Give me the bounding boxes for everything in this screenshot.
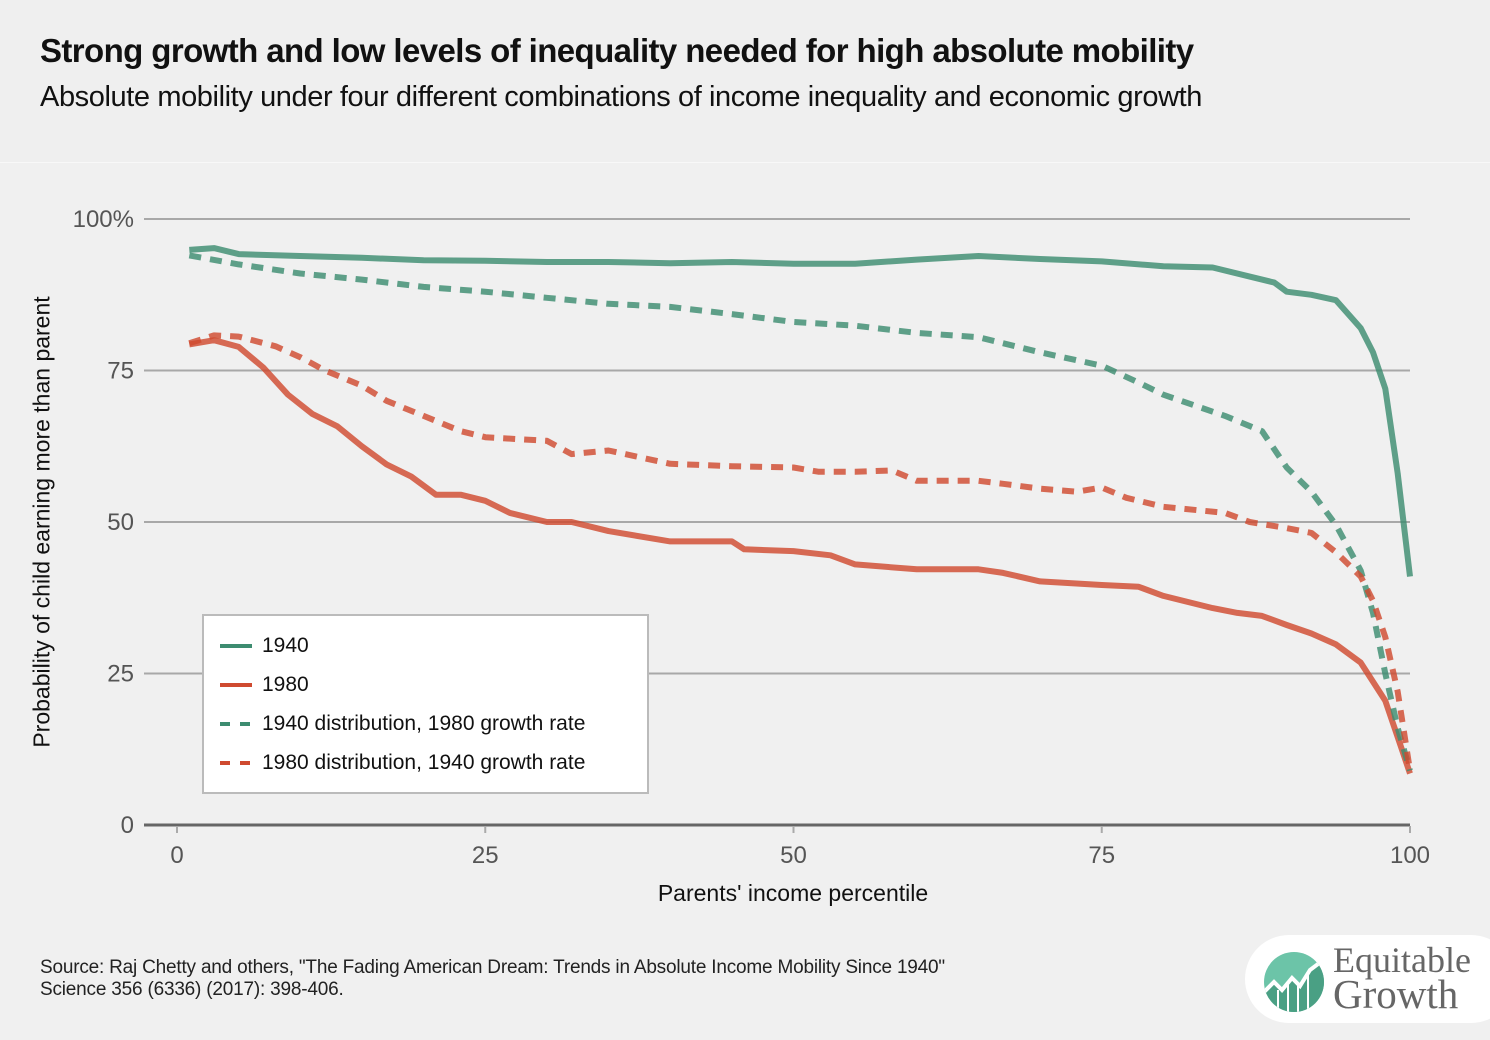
series-lines	[188, 245, 1413, 775]
x-axis-title: Parents' income percentile	[657, 880, 929, 906]
source-note: Source: Raj Chetty and others, "The Fadi…	[40, 957, 945, 1001]
x-tick-label: 25	[472, 842, 499, 869]
rising-chart-circle-icon	[1264, 952, 1324, 1012]
legend-label: 1980 distribution, 1940 growth rate	[262, 751, 586, 774]
legend-swatch-dashed-red	[220, 761, 252, 765]
y-tick-label: 75	[107, 358, 134, 385]
header: Strong growth and low levels of inequali…	[0, 0, 1490, 163]
legend-swatch-solid-green	[220, 644, 252, 648]
x-axis: 0 25 50 75 100	[144, 823, 1430, 869]
logo-line-1: Equitable	[1333, 940, 1471, 980]
legend-label: 1980	[262, 673, 309, 696]
y-tick-label: 0	[121, 812, 134, 839]
series-line-1940	[189, 245, 1413, 577]
source-line-2: Science 356 (6336) (2017): 398-406.	[40, 979, 344, 1000]
legend-swatch-dashed-green	[220, 722, 252, 726]
y-axis-ticks: 0 25 50 75 100%	[73, 206, 134, 839]
logo-wordmark: Equitable Growth	[1333, 940, 1471, 1017]
chart-title: Strong growth and low levels of inequali…	[40, 32, 1194, 69]
legend-swatch-solid-red	[220, 683, 252, 687]
legend-label: 1940	[262, 634, 309, 657]
x-tick-label: 100	[1390, 842, 1430, 869]
x-tick-label: 75	[1088, 842, 1115, 869]
series-line-1980	[188, 337, 1413, 775]
x-tick-label: 50	[780, 842, 807, 869]
legend-item-1940-dist-1980-growth: 1940 distribution, 1980 growth rate	[220, 711, 585, 737]
y-axis-title: Probability of child earning more than p…	[28, 296, 55, 748]
y-tick-label: 25	[107, 661, 134, 688]
logo-line-2: Growth	[1333, 971, 1459, 1017]
series-line-1940-distribution-1980-growth-rate	[188, 252, 1413, 772]
legend-label: 1940 distribution, 1980 growth rate	[262, 712, 586, 735]
chart-subtitle: Absolute mobility under four different c…	[40, 81, 1202, 113]
legend-item-1980: 1980	[220, 672, 309, 698]
legend-item-1940: 1940	[220, 633, 309, 659]
legend-item-1980-dist-1940-growth: 1980 distribution, 1940 growth rate	[220, 750, 585, 776]
source-line-1: Source: Raj Chetty and others, "The Fadi…	[40, 957, 945, 978]
x-tick-label: 0	[170, 842, 183, 869]
legend: 1940 1980 1940 distribution, 1980 growth…	[202, 614, 649, 794]
y-tick-label: 50	[107, 509, 134, 536]
gridlines	[144, 218, 1410, 675]
y-tick-label: 100%	[73, 206, 134, 233]
